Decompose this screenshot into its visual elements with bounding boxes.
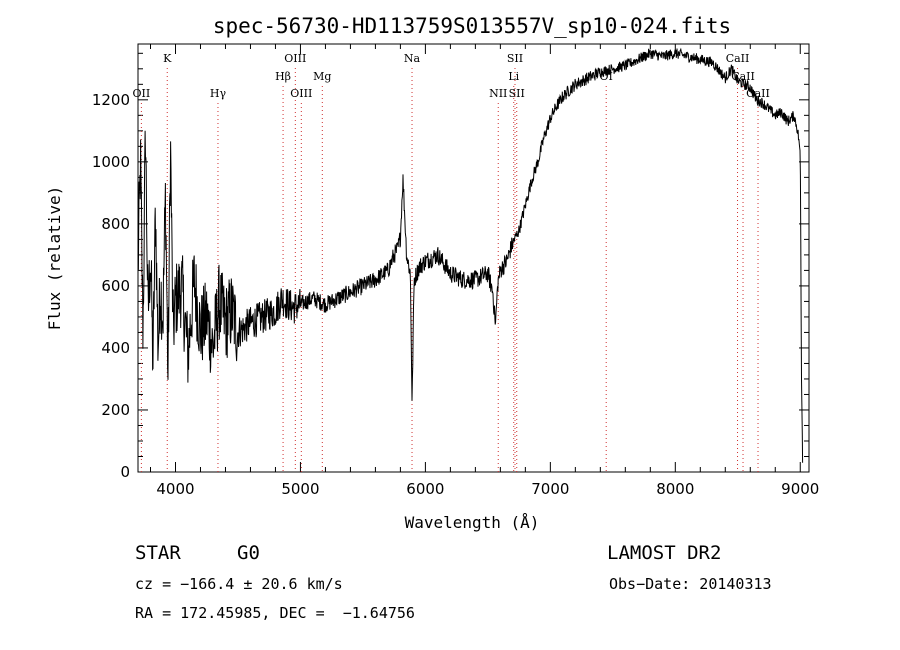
y-tick-label: 600 bbox=[101, 277, 130, 295]
spectral-line-label: Na bbox=[404, 52, 421, 65]
spectrum-line bbox=[137, 47, 804, 463]
redshift-cz: cz = −166.4 ± 20.6 km/s bbox=[135, 575, 343, 593]
spectral-line-label: SII bbox=[509, 87, 525, 100]
coordinates: RA = 172.45985, DEC = −1.64756 bbox=[135, 604, 415, 622]
y-axis-label: Flux (relative) bbox=[45, 186, 64, 331]
axes: 4000 5000 6000 7000 8000 9000 0 200 400 600 800 100… bbox=[92, 43, 819, 498]
spectral-line-label: K bbox=[163, 52, 172, 65]
x-tick-label: 9000 bbox=[781, 480, 819, 498]
x-tick-label: 5000 bbox=[281, 480, 319, 498]
x-tick-label: 6000 bbox=[406, 480, 444, 498]
x-tick-label: 8000 bbox=[656, 480, 694, 498]
spectral-line-label: Hγ bbox=[210, 87, 227, 100]
y-tick-label: 400 bbox=[101, 339, 130, 357]
y-tick-label: 200 bbox=[101, 401, 130, 419]
spectral-line-label: Hβ bbox=[275, 70, 291, 83]
obs-date: Obs−Date: 20140313 bbox=[609, 575, 772, 593]
y-tick-label: 0 bbox=[120, 463, 130, 481]
x-axis-label: Wavelength (Å) bbox=[405, 513, 540, 532]
spectral-line-label: NII bbox=[489, 87, 507, 100]
spectral-line-markers: OIIKHγHβOIIIOIIIMgNaNIISIILiSIIOICaIICaI… bbox=[133, 52, 770, 472]
chart-title: spec-56730-HD113759S013557V_sp10-024.fit… bbox=[213, 14, 731, 38]
x-tick-label: 4000 bbox=[156, 480, 194, 498]
y-tick-label: 1000 bbox=[92, 153, 130, 171]
y-tick-label: 800 bbox=[101, 215, 130, 233]
spectral-line-label: OII bbox=[133, 87, 151, 100]
spectral-line-label: OIII bbox=[284, 52, 306, 65]
object-class: STAR bbox=[135, 542, 181, 564]
x-tick-label: 7000 bbox=[531, 480, 569, 498]
subclass: G0 bbox=[237, 542, 260, 564]
plot-frame bbox=[137, 43, 810, 473]
spectral-line-label: OIII bbox=[290, 87, 312, 100]
spectral-line-label: SII bbox=[507, 52, 523, 65]
y-tick-label: 1200 bbox=[92, 91, 130, 109]
spectral-line-label: Li bbox=[508, 70, 519, 83]
spectral-line-label: Mg bbox=[313, 70, 331, 83]
spectral-line-label: CaII bbox=[726, 52, 750, 65]
survey-name: LAMOST DR2 bbox=[607, 542, 722, 564]
